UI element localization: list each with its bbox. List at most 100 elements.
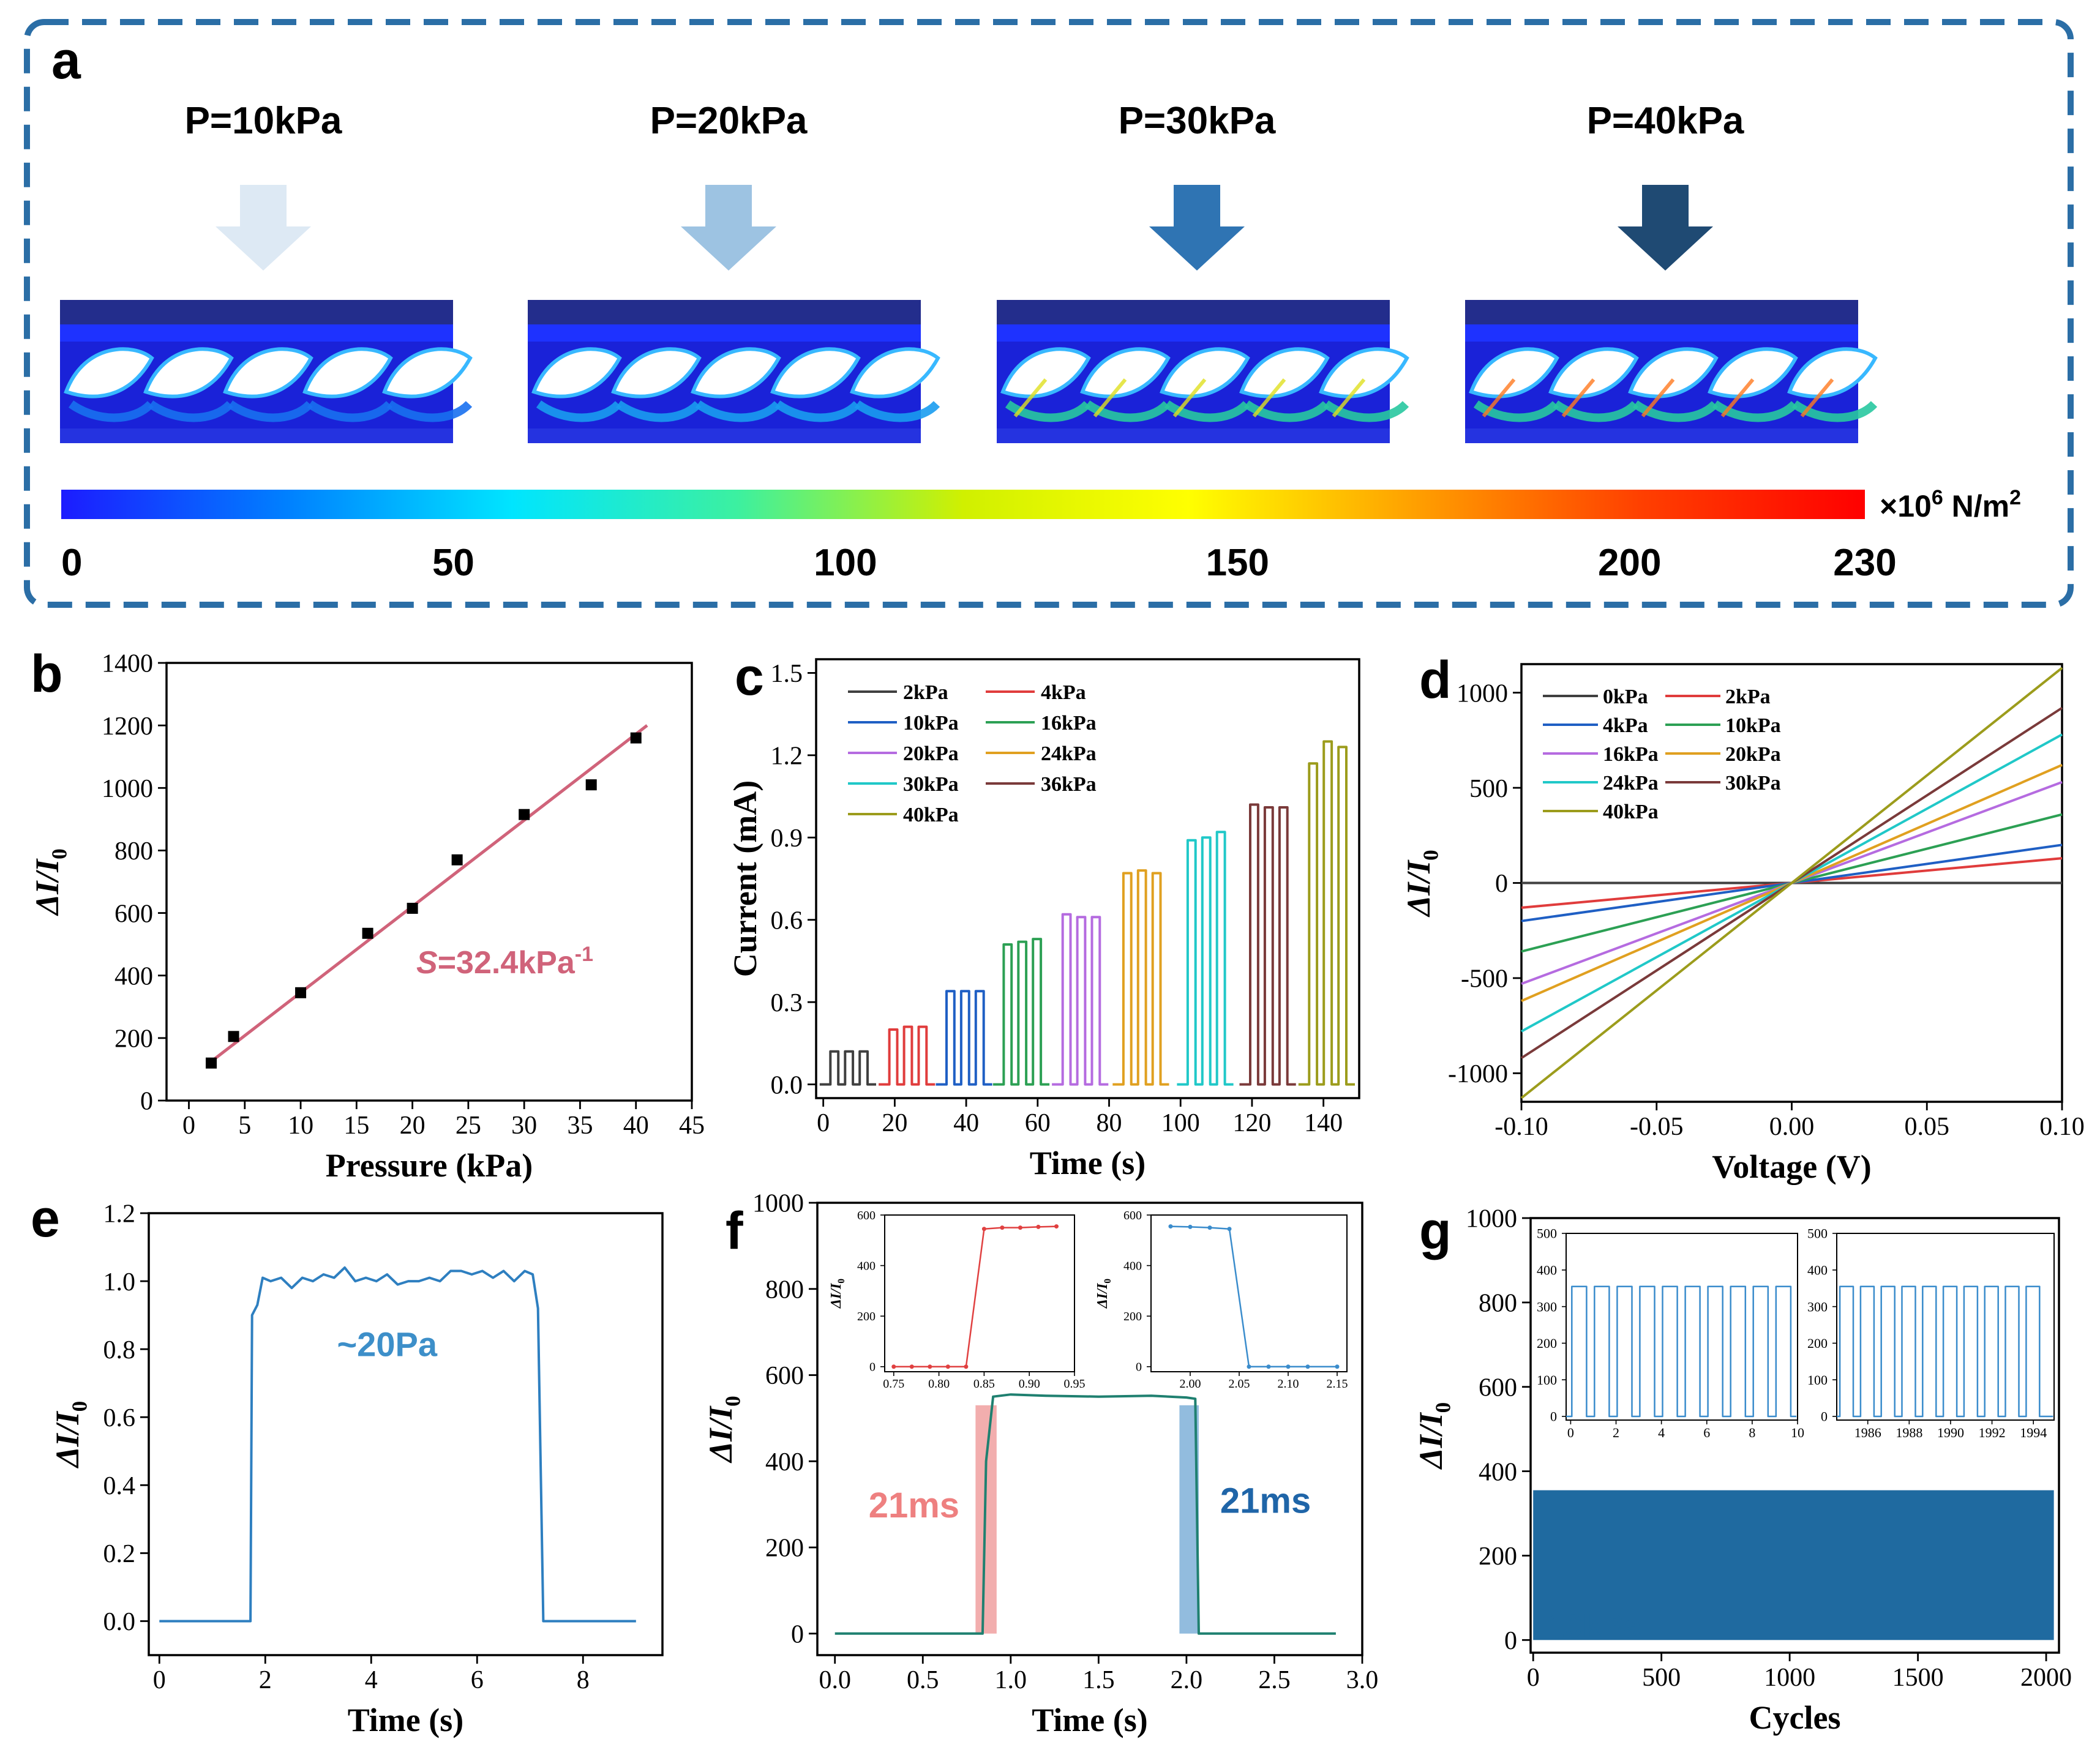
legend-label: 24kPa: [1603, 772, 1659, 795]
x-tick-label: 0: [153, 1666, 166, 1694]
legend-label: 10kPa: [903, 712, 959, 735]
fea-structure: [60, 300, 473, 443]
y-tick-label: 400: [1123, 1260, 1142, 1273]
cell-void: [611, 347, 702, 398]
cell-void: [1628, 347, 1719, 398]
data-point: [630, 732, 642, 744]
y-tick-label: 400: [857, 1260, 876, 1273]
x-tick-label: 25: [456, 1112, 481, 1140]
stress-band: [1712, 400, 1798, 422]
x-tick-label: 0.5: [907, 1666, 939, 1694]
inset-line: [893, 1225, 1057, 1367]
x-tick-label: 2.10: [1278, 1377, 1299, 1391]
y-tick-label: 400: [1537, 1263, 1557, 1278]
cell-void: [1469, 347, 1559, 398]
high-stress-streak: [1641, 378, 1675, 417]
panel-letter-c: c: [735, 648, 764, 706]
top-plate: [1465, 300, 1858, 324]
bottom-plate: [997, 428, 1390, 443]
x-tick-label: 8: [577, 1666, 590, 1694]
cell-void: [1319, 347, 1409, 398]
inset-point: [1000, 1225, 1005, 1230]
pressure-arrow-icon: [681, 185, 776, 271]
stress-colorbar: [61, 490, 1865, 519]
data-point: [362, 927, 373, 939]
x-axis-label: Time (s): [348, 1702, 463, 1738]
legend-label: 4kPa: [1041, 681, 1086, 704]
y-tick-label: 600: [1479, 1374, 1517, 1402]
bottom-plate: [60, 428, 453, 443]
colorbar-unit: ×106 N/m2: [1880, 486, 2021, 523]
legend-label: 20kPa: [1725, 743, 1781, 766]
x-tick-label: 30: [511, 1112, 537, 1140]
y-tick-label: 0.6: [103, 1404, 136, 1432]
panel-g: g0 500 1000 1500 200002004006008001000ΔI/I0C…: [1412, 1202, 2072, 1736]
high-stress-streak: [1172, 378, 1207, 417]
colorbar-tick-label: 50: [432, 542, 474, 584]
y-tick-label: 0.3: [771, 989, 803, 1017]
y-tick-label: -500: [1461, 965, 1508, 993]
panel-d: d -0.10 -0.05 0.00 0.05 0.10 -1000 -500 0 500 1000…: [1400, 651, 2085, 1185]
y-axis-label: ΔI/I0: [49, 1401, 92, 1468]
response-time-label: 21ms: [869, 1486, 959, 1525]
x-tick-label: 40: [953, 1109, 979, 1137]
series-40kPa: [1520, 667, 2063, 1099]
inset-line: [1170, 1225, 1337, 1367]
stress-band: [307, 400, 393, 422]
series-4kPa: [879, 1025, 936, 1086]
stress-band: [227, 400, 313, 422]
x-axis-label: Time (s): [1032, 1702, 1147, 1738]
y-tick-label: 0.9: [771, 825, 803, 853]
x-tick-label: 0.75: [883, 1377, 904, 1391]
panel-letter-e: e: [31, 1189, 60, 1248]
cell-void: [1239, 347, 1330, 398]
cell-void: [770, 347, 861, 398]
inset-point: [1207, 1225, 1212, 1230]
y-tick-label: 200: [1123, 1310, 1142, 1323]
panel-f: f 0.0 0.5 1.0 1.5 2.0 2.5 3.0 0 200 400 600 800 1000 Δ…: [702, 1190, 1378, 1739]
series-response: [834, 1393, 1336, 1635]
y-tick-label: 600: [114, 900, 153, 928]
x-tick-label: 40: [623, 1112, 649, 1140]
stress-band: [854, 400, 940, 422]
inset-point: [928, 1364, 932, 1369]
colorbar-tick-label: 150: [1206, 542, 1269, 584]
y-tick-label: 800: [1479, 1290, 1517, 1318]
cell-void: [1160, 347, 1250, 398]
x-tick-label: 2000: [2020, 1664, 2072, 1692]
x-tick-label: 1986: [1854, 1425, 1881, 1440]
legend-label: 0kPa: [1603, 686, 1648, 708]
x-tick-label: 1000: [1764, 1664, 1815, 1692]
inset-point: [1168, 1224, 1173, 1229]
plot-frame: [165, 662, 693, 1102]
series-36kPa: [1239, 803, 1296, 1086]
y-tick-label: 600: [1123, 1209, 1142, 1222]
panel-e: e 0 2 4 6 8 0.0 0.2 0.4 0.6 0.8 1.0 1.2 ΔI/I0 Time (s)…: [31, 1189, 664, 1738]
legend-label: 2kPa: [903, 681, 948, 704]
y-axis-label: ΔI/I0: [1095, 1279, 1113, 1309]
cell-void: [1708, 347, 1798, 398]
y-tick-label: 500: [1807, 1226, 1828, 1241]
x-tick-label: 35: [567, 1112, 593, 1140]
y-tick-label: 600: [857, 1209, 876, 1222]
x-tick-label: 0.0: [819, 1666, 851, 1694]
high-stress-streak: [1482, 378, 1516, 417]
series-40kPa: [1298, 740, 1355, 1086]
stress-band: [1473, 400, 1559, 422]
x-tick-label: 0.00: [1769, 1113, 1815, 1141]
data-point: [451, 854, 463, 866]
x-tick-label: 60: [1025, 1109, 1051, 1137]
x-tick-label: 500: [1642, 1664, 1681, 1692]
y-tick-label: 300: [1537, 1299, 1557, 1314]
y-tick-label: 200: [857, 1310, 876, 1323]
x-tick-label: 6: [1703, 1425, 1710, 1440]
legend-label: 40kPa: [1603, 801, 1659, 823]
x-tick-label: 1990: [1937, 1425, 1964, 1440]
x-tick-label: 1500: [1892, 1664, 1944, 1692]
stress-band: [615, 400, 702, 422]
y-tick-label: 0.4: [103, 1472, 136, 1500]
threshold-annotation: ~20Pa: [337, 1325, 437, 1363]
y-tick-label: 0.0: [103, 1608, 136, 1636]
top-plate-edge: [1465, 324, 1858, 342]
